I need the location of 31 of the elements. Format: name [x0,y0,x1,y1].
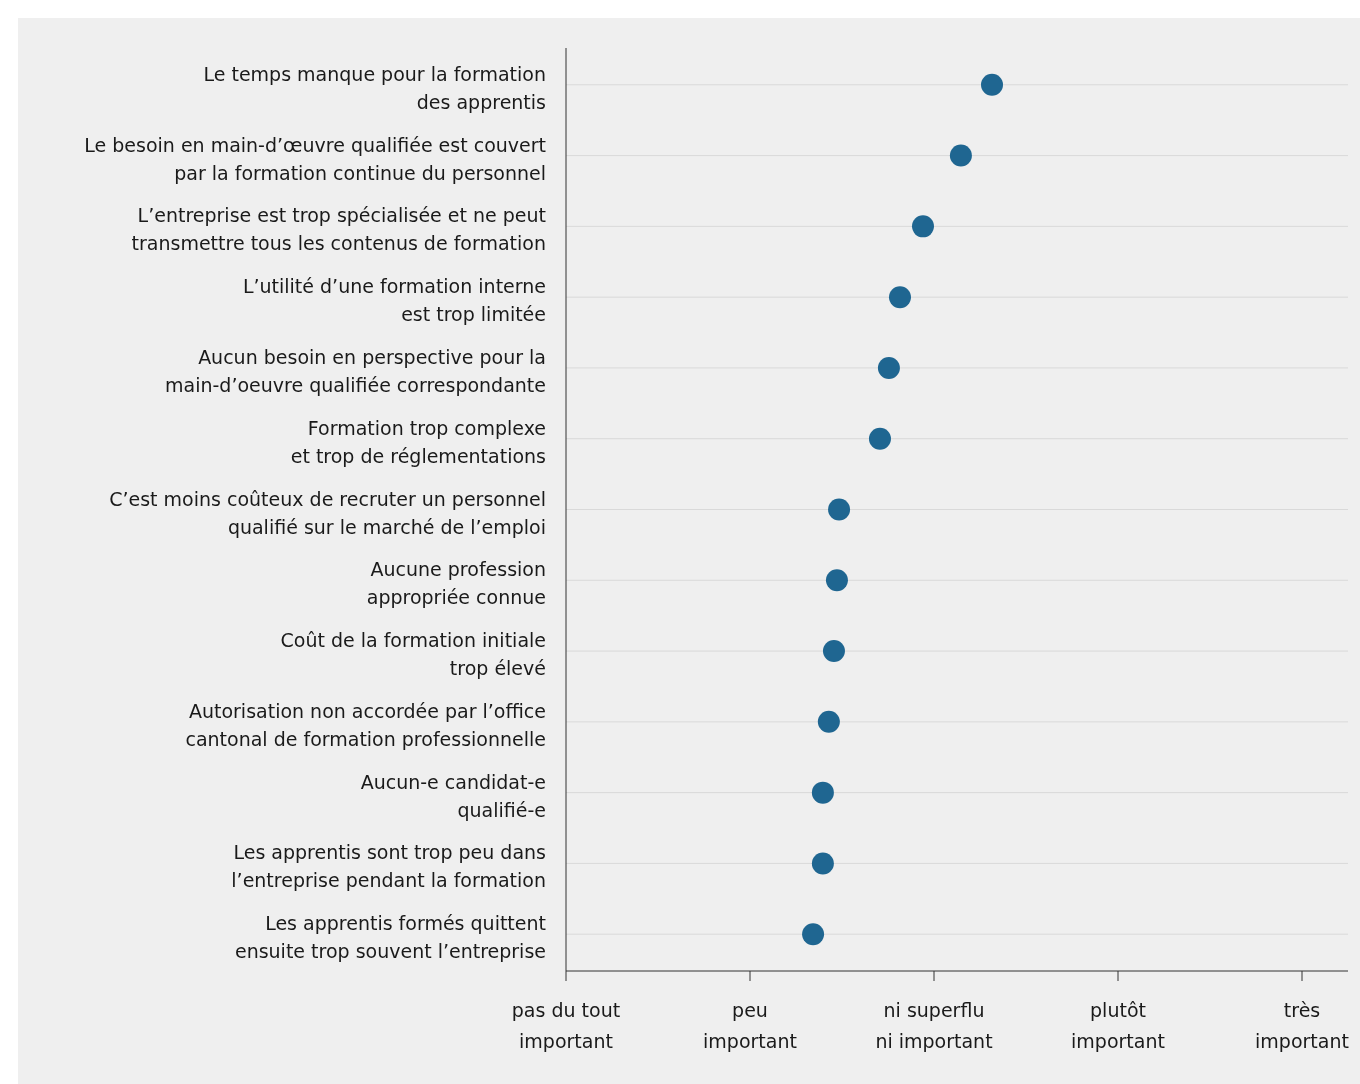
point [949,144,972,167]
point [811,781,834,804]
point [981,73,1003,96]
text: pas du tout important [511,999,621,1052]
point [817,710,840,733]
text: peu important [703,999,797,1052]
point [911,215,934,238]
point [802,923,825,946]
text: plutôt important [1071,999,1165,1052]
y-tick-label: Formation trop complexe et trop de réglementations [290,416,546,467]
y-tick-label: Aucune profession appropriée connue [366,558,546,609]
point [822,640,845,663]
point [825,569,848,592]
y-tick-label: Coût de la formation initiale trop élevé [280,629,546,680]
y-tick-label: C’est moins coûteux de recruter un personnel qualifié sur le marché de l’emploi [109,487,546,538]
y-tick-label: Les apprentis formés quittent ensuite trop souvent l’entreprise [234,912,546,963]
text: ni superflu ni important [875,999,993,1052]
y-tick-label: Aucun besoin en perspective pour la main-d’oeuvre qualifiée correspondante [165,345,546,396]
y-tick-label: Les apprentis sont trop peu dans l’entreprise pendant la formation [231,841,546,892]
point [811,852,834,875]
point [888,286,911,309]
text: très important [1255,999,1349,1052]
y-tick-label: Le besoin en main-d’œuvre qualifiée est couvert par la formation continue du personnel [84,133,546,184]
y-tick-label: Aucun-e candidat-e qualifié-e [360,770,546,821]
y-tick-label: L’entreprise est trop spécialisée et ne peut transmettre tous les contenus de formation [131,204,546,255]
y-tick-label: L’utilité d’une formation interne est trop limitée [242,275,546,326]
point [868,427,891,450]
point [877,356,900,379]
point [828,498,851,521]
y-tick-label: Autorisation non accordée par l’office cantonal de formation professionnelle [185,699,546,750]
y-tick-label: Le temps manque pour la formation des apprentis [203,62,546,113]
